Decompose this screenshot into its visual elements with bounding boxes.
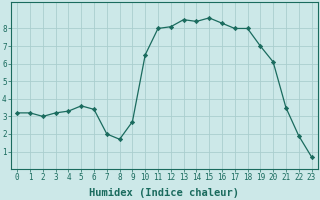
X-axis label: Humidex (Indice chaleur): Humidex (Indice chaleur) xyxy=(89,188,239,198)
